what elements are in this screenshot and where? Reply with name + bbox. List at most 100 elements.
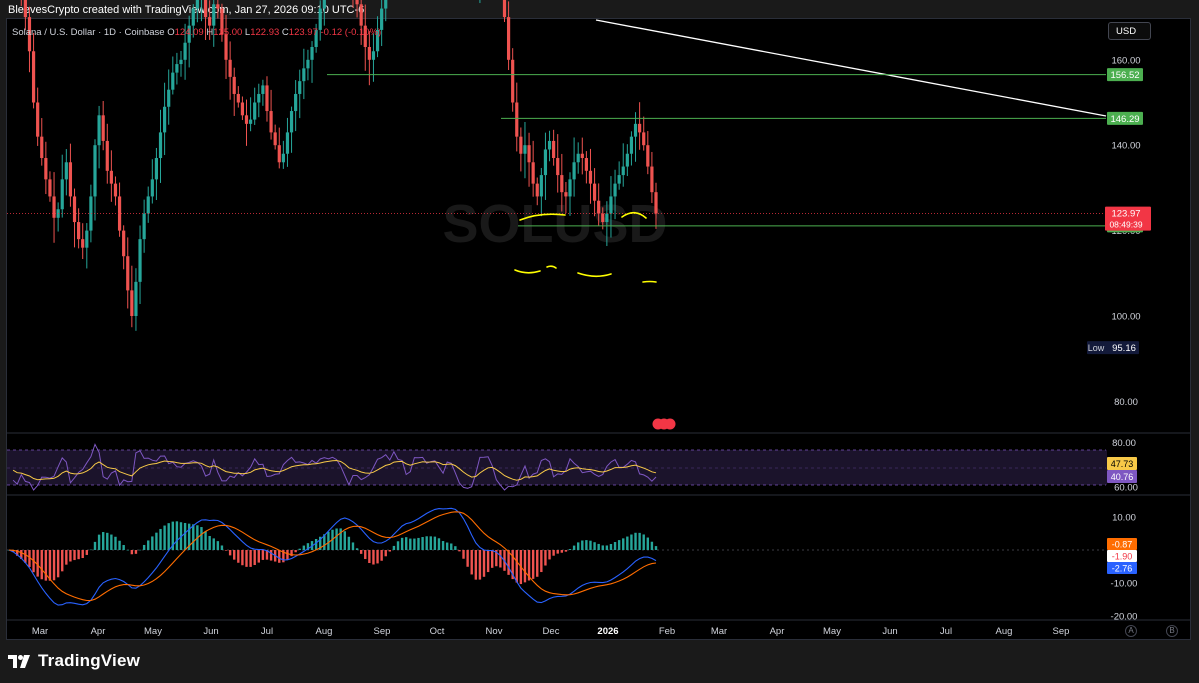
- price-tick-label: 80.00: [1114, 397, 1138, 408]
- candle-body: [621, 166, 625, 176]
- macd-histogram-bar: [101, 532, 105, 550]
- event-icon: [664, 418, 676, 430]
- macd-histogram-bar: [511, 550, 514, 580]
- symbol-watermark: SOLUSD: [442, 194, 667, 254]
- macd-histogram-bar: [384, 550, 387, 557]
- rsi-ma-line: [12, 459, 657, 481]
- symbol-name[interactable]: Solana / U.S. Dollar · 1D · Coinbase: [12, 27, 165, 38]
- candle-body: [617, 175, 621, 184]
- candle-body: [220, 8, 224, 35]
- macd-histogram-bar: [433, 536, 437, 550]
- macd-histogram: [7, 521, 658, 585]
- candle-body: [265, 85, 269, 112]
- macd-histogram-bar: [355, 548, 359, 550]
- candle-body: [240, 102, 245, 116]
- rsi-axis-label: 80.00: [1112, 438, 1136, 449]
- candle-body: [588, 170, 593, 184]
- time-axis-label: Aug: [996, 626, 1013, 637]
- macd-histogram-bar: [466, 550, 469, 567]
- candle-body: [191, 8, 195, 26]
- rsi-ma-tag: [1107, 457, 1137, 470]
- macd-histogram-bar: [134, 550, 138, 554]
- ohlc-open-label: O: [167, 27, 175, 38]
- macd-histogram-bar: [560, 550, 564, 553]
- candle-body: [109, 170, 113, 184]
- candle-body: [506, 17, 511, 60]
- macd-histogram-bar: [77, 550, 80, 560]
- candle-body: [72, 196, 77, 223]
- macd-histogram-bar: [351, 542, 355, 550]
- candle-body: [367, 46, 371, 60]
- macd-histogram-bar: [458, 550, 461, 552]
- candle-body: [44, 158, 48, 180]
- macd-histogram-bar: [568, 549, 572, 550]
- macd-histogram-bar: [642, 534, 645, 550]
- macd-histogram-bar: [97, 534, 101, 550]
- macd-histogram-bar: [245, 550, 248, 567]
- symbol-legend: Solana / U.S. Dollar · 1D · Coinbase O12…: [12, 27, 381, 38]
- candle-body: [363, 25, 367, 47]
- macd-histogram-bar: [220, 545, 224, 550]
- macd-histogram-bar: [527, 550, 531, 581]
- macd-histogram-bar: [192, 524, 195, 550]
- candle-body: [580, 153, 584, 159]
- candle-body: [158, 132, 163, 159]
- macd-histogram-bar: [36, 550, 39, 577]
- macd-histogram-bar: [294, 550, 297, 553]
- candle-body: [302, 68, 306, 82]
- macd-histogram-bar: [507, 550, 510, 575]
- hand-drawn-marker: [577, 272, 612, 278]
- macd-histogram-bar: [327, 531, 330, 550]
- macd-histogram-bar: [130, 550, 134, 555]
- candle-body: [146, 196, 150, 214]
- candle-body: [601, 213, 605, 223]
- macd-histogram-bar: [187, 523, 191, 550]
- macd-histogram-bar: [605, 545, 609, 550]
- macd-histogram-bar: [585, 540, 588, 550]
- currency-button[interactable]: USD: [1108, 22, 1151, 40]
- adjust-b-button[interactable]: B: [1166, 625, 1178, 637]
- candle-body: [539, 175, 543, 197]
- time-axis-label: Apr: [91, 626, 106, 637]
- candle-body: [547, 140, 552, 150]
- macd-histogram-bar: [159, 528, 162, 550]
- candle-body: [101, 115, 105, 141]
- macd-histogram-bar: [56, 550, 60, 578]
- macd-histogram-bar: [265, 550, 269, 560]
- candle-body: [277, 145, 281, 163]
- candle-body: [625, 153, 629, 167]
- candle-body: [23, 0, 27, 18]
- macd-signal-line: [8, 511, 657, 602]
- low-tag: [1087, 341, 1139, 355]
- countdown-label: 08:49:39: [1109, 220, 1142, 230]
- macd-tick-label: 10.00: [1112, 513, 1136, 524]
- candle-body: [502, 0, 507, 18]
- macd-histogram-bar: [654, 546, 658, 550]
- adjust-a-button[interactable]: A: [1125, 625, 1137, 637]
- candle-body: [97, 115, 101, 146]
- macd-histogram-bar: [40, 550, 43, 580]
- macd-histogram-bar: [540, 550, 543, 573]
- time-axis-label: Apr: [770, 626, 785, 637]
- candle-body: [609, 196, 613, 214]
- level-tag: [1107, 111, 1143, 125]
- tradingview-logo[interactable]: TradingView: [8, 651, 140, 671]
- candle-body: [77, 222, 81, 240]
- tradingview-logo-icon: [8, 655, 30, 668]
- macd-histogram-bar: [24, 550, 27, 563]
- macd-histogram-bar: [437, 538, 441, 550]
- hand-drawn-marker: [642, 280, 657, 283]
- candle-body: [629, 136, 634, 154]
- macd-histogram-bar: [44, 550, 48, 581]
- chart-frame[interactable]: [6, 18, 1191, 640]
- candle-body: [64, 162, 68, 180]
- candle-body: [203, 0, 208, 18]
- macd-histogram-bar: [650, 541, 654, 550]
- macd-histogram-bar: [400, 537, 404, 550]
- time-axis-label: Mar: [32, 626, 48, 637]
- candle-body: [527, 145, 531, 163]
- macd-histogram-bar: [138, 549, 142, 551]
- macd-histogram-bar: [335, 528, 338, 550]
- time-axis-label: Jul: [261, 626, 273, 637]
